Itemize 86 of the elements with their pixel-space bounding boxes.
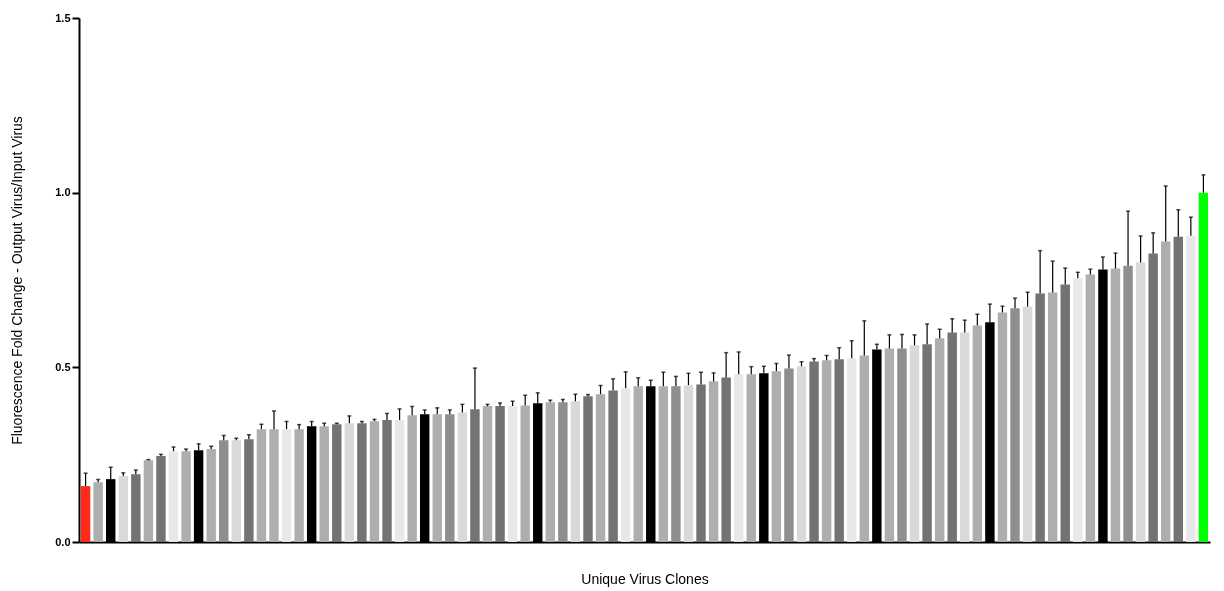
bar [796, 366, 807, 542]
bar [934, 338, 945, 542]
bar [470, 409, 480, 542]
bar [332, 424, 342, 542]
bar [357, 423, 367, 542]
bar [909, 345, 920, 542]
bar [269, 429, 279, 542]
bar [80, 486, 91, 542]
bar [821, 360, 832, 542]
bar [1148, 253, 1158, 542]
bar [244, 439, 254, 542]
bar [884, 348, 895, 542]
bar [1161, 241, 1171, 542]
bar [847, 358, 857, 542]
bar [545, 402, 556, 542]
bar [1110, 268, 1121, 542]
bar [972, 325, 983, 542]
bar [445, 414, 455, 542]
bar [156, 456, 166, 542]
bar [294, 429, 304, 542]
bar [1022, 306, 1033, 542]
y-tick-label: 1.0 [55, 186, 71, 199]
y-axis-title: Fluorescence Fold Change - Output Virus/Input Virus [9, 116, 26, 445]
bar [344, 423, 355, 542]
bar [1010, 308, 1020, 542]
bar [897, 348, 907, 542]
bar [583, 396, 593, 542]
bar [168, 451, 179, 542]
bar [93, 482, 103, 542]
bar [859, 355, 869, 542]
bar [1047, 292, 1058, 542]
bar [771, 371, 782, 542]
bar [181, 451, 191, 542]
bar [947, 332, 957, 542]
bar [206, 449, 216, 542]
bar [1198, 192, 1209, 542]
bar [570, 401, 581, 542]
bar [507, 406, 518, 542]
bar [834, 359, 844, 542]
bar [721, 377, 731, 542]
bar [407, 415, 417, 542]
y-tick-label: 0.5 [55, 360, 71, 373]
bar [1073, 278, 1083, 542]
bar [683, 385, 694, 542]
bar [281, 429, 292, 542]
bar [784, 368, 794, 542]
bar [143, 460, 154, 542]
bar [256, 429, 267, 542]
x-axis-title: Unique Virus Clones [581, 570, 709, 587]
bar [608, 390, 618, 542]
bar [595, 394, 606, 542]
bar [495, 406, 505, 542]
bar [118, 475, 128, 542]
bar [708, 381, 719, 542]
bar [746, 374, 756, 542]
bar [997, 312, 1008, 542]
bar [1035, 293, 1045, 542]
bar [457, 412, 468, 542]
bar [520, 405, 530, 542]
bar [671, 386, 681, 542]
bar [696, 384, 706, 542]
bar [394, 420, 405, 542]
bar [231, 440, 242, 542]
y-tick-label: 0.0 [55, 535, 71, 548]
bar [382, 420, 392, 542]
bar [922, 344, 932, 542]
bar [733, 374, 744, 542]
bar [558, 402, 568, 542]
bar [809, 361, 819, 542]
bar [1123, 265, 1133, 542]
bar [1085, 274, 1096, 542]
bar [633, 386, 643, 542]
bar [620, 388, 631, 542]
bar [131, 474, 141, 542]
y-tick-label: 1.5 [55, 11, 71, 24]
bar [432, 414, 442, 542]
bar [319, 426, 329, 542]
bar [219, 440, 229, 542]
bar [369, 421, 380, 542]
bar [1173, 236, 1183, 542]
bar [1135, 262, 1146, 542]
bar [658, 386, 669, 542]
bar [960, 332, 970, 542]
bar [1060, 284, 1070, 542]
bar [1186, 235, 1196, 542]
bar [482, 406, 493, 542]
